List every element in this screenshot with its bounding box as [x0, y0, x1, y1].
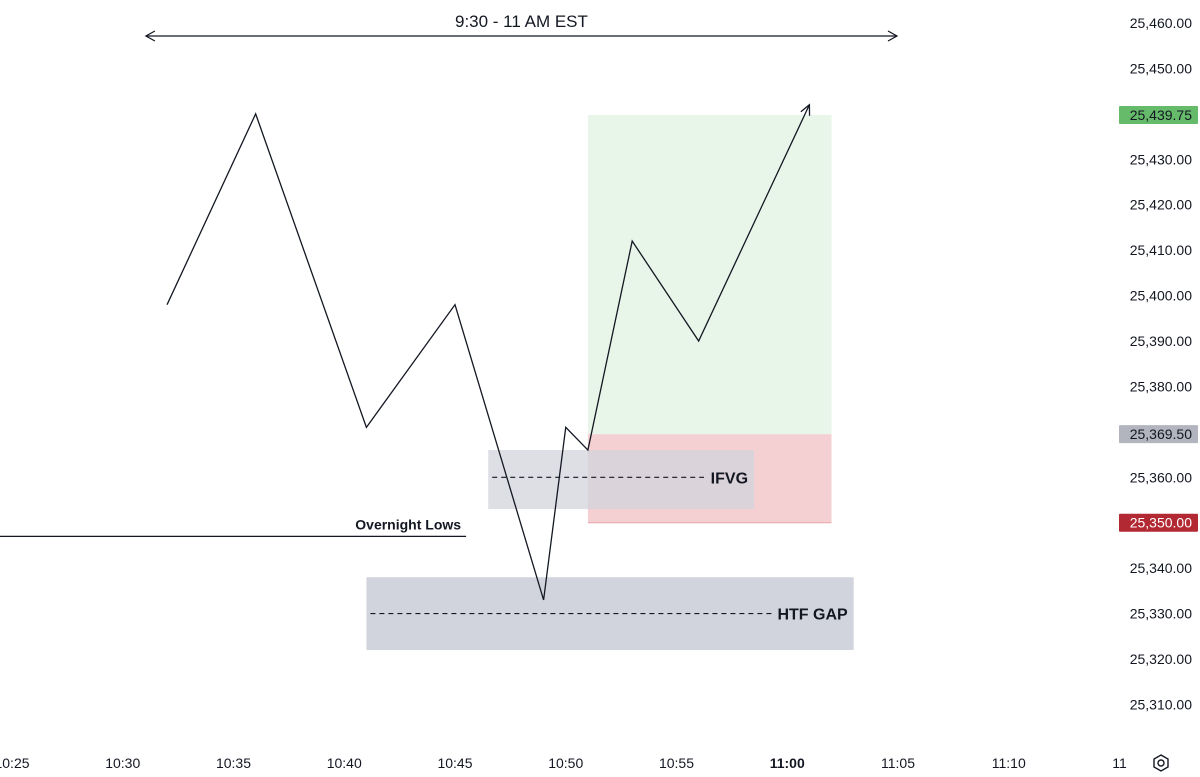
x-tick-label: 10:45 — [437, 755, 472, 771]
y-tick-label: 25,430.00 — [1130, 151, 1192, 167]
y-tick-label: 25,340.00 — [1130, 560, 1192, 576]
y-tick-label: 25,320.00 — [1130, 651, 1192, 667]
x-tick-label: 10:35 — [216, 755, 251, 771]
lines-layer: Overnight Lows — [0, 516, 467, 537]
overnight-lows-label: Overnight Lows — [355, 516, 461, 532]
y-tick-label: 25,330.00 — [1130, 606, 1192, 622]
y-tick-label: 25,400.00 — [1130, 288, 1192, 304]
x-tick-label: 10:25 — [0, 755, 30, 771]
price-axis[interactable]: 25,460.0025,450.0025,440.0025,430.0025,4… — [1119, 15, 1198, 712]
y-tick-label: 25,460.00 — [1130, 15, 1192, 31]
chart-title: 9:30 - 11 AM EST — [455, 12, 588, 31]
range-arrow-right-head — [887, 30, 899, 42]
x-tick-label: 10:50 — [548, 755, 583, 771]
htf-gap-label: HTF GAP — [777, 607, 848, 624]
price-badge — [1119, 513, 1198, 532]
price-badge-label: 25,369.50 — [1130, 426, 1192, 442]
ifvg-label: IFVG — [711, 470, 748, 487]
settings-icon[interactable] — [1153, 754, 1169, 772]
x-tick-label: 11:05 — [881, 755, 915, 771]
y-tick-label: 25,310.00 — [1130, 696, 1192, 712]
ifvg-zone — [488, 450, 755, 510]
x-tick-label: 10:30 — [105, 755, 140, 771]
y-tick-label: 25,360.00 — [1130, 469, 1192, 485]
price-path-arrowhead — [800, 103, 811, 116]
y-tick-label: 25,450.00 — [1130, 60, 1192, 76]
x-tick-label: 10:55 — [659, 755, 694, 771]
time-axis[interactable]: 10:25 10:30 10:35 10:40 10:45 10:50 10:55 11:00… — [0, 755, 1127, 771]
y-tick-label: 25,420.00 — [1130, 197, 1192, 213]
annotations-layer: 9:30 - 11 AM EST — [144, 12, 899, 42]
x-tick-label: 11:00 — [770, 755, 805, 771]
x-tick-label: 10:40 — [327, 755, 362, 771]
price-badge — [1119, 425, 1198, 444]
profit-zone — [587, 114, 832, 435]
zones-layer: IFVG HTF GAP — [366, 114, 854, 650]
y-tick-label: 25,410.00 — [1130, 242, 1192, 258]
y-tick-label: 25,390.00 — [1130, 333, 1192, 349]
series-layer — [166, 103, 811, 601]
price-badge-label: 25,439.75 — [1130, 107, 1192, 123]
y-tick-label: 25,380.00 — [1130, 378, 1192, 394]
price-path — [166, 104, 810, 601]
price-badge — [1119, 105, 1198, 124]
htf-gap-zone — [366, 577, 854, 650]
x-tick-label: 11 — [1112, 755, 1127, 771]
x-tick-label: 11:10 — [992, 755, 1026, 771]
price-badge-label: 25,350.00 — [1130, 515, 1192, 531]
range-arrow-left-head — [144, 30, 156, 42]
